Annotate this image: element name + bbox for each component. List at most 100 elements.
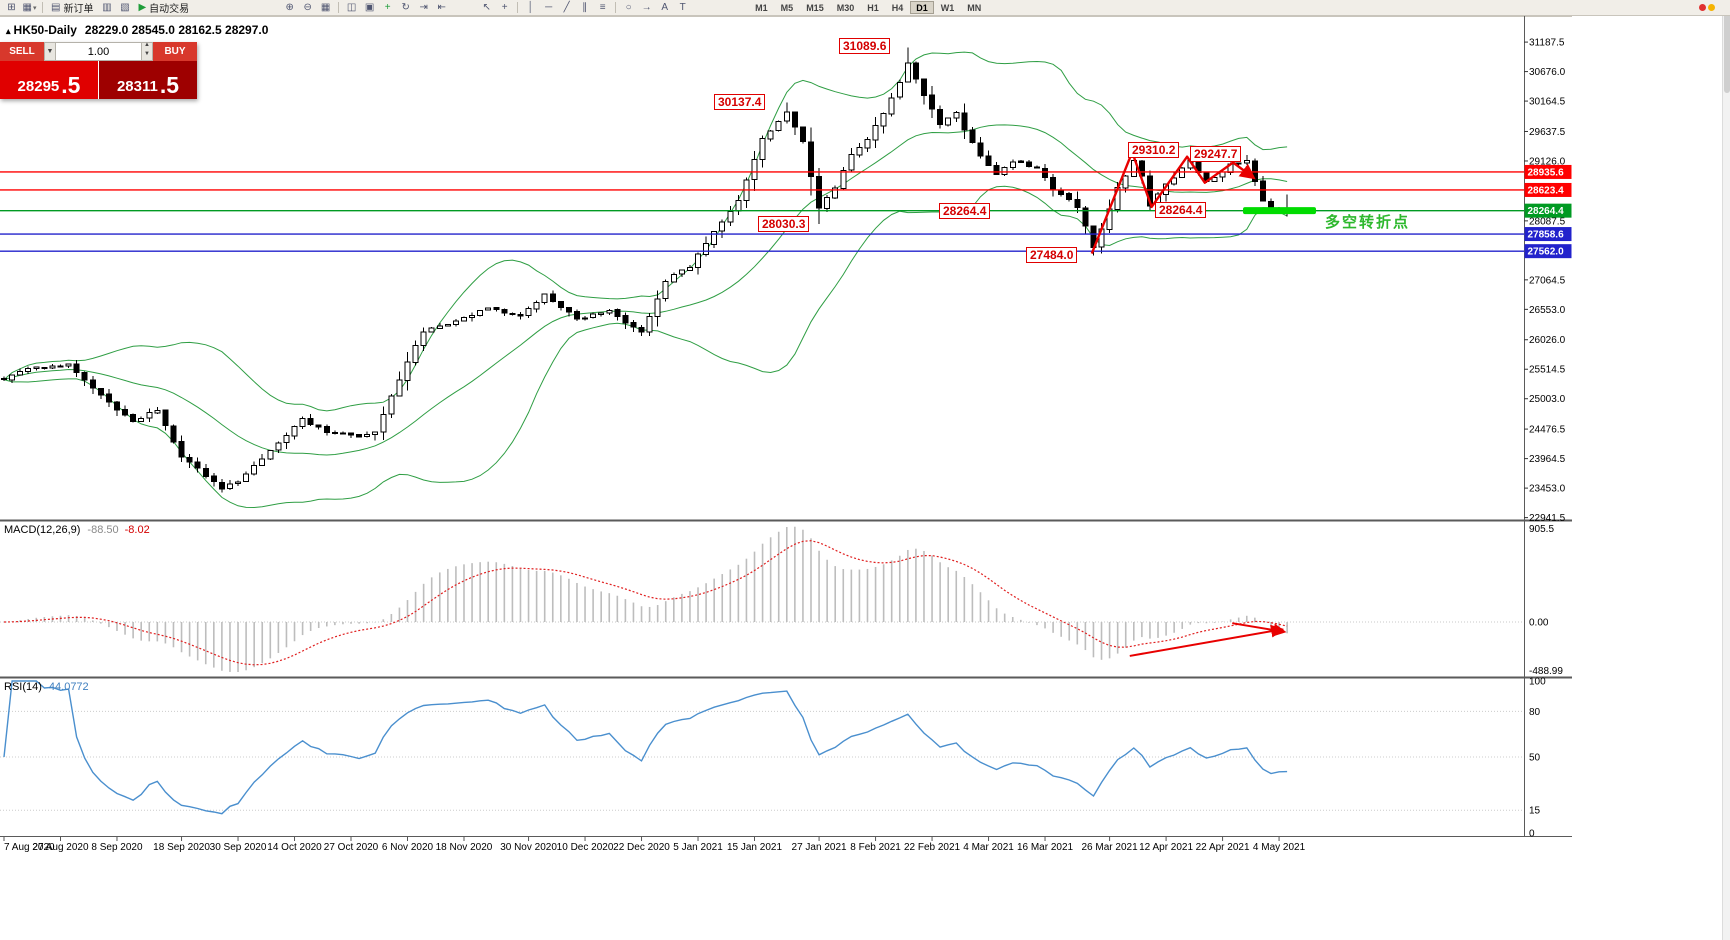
svg-text:27858.6: 27858.6 [1528, 230, 1565, 241]
tf-m5-button[interactable]: M5 [780, 3, 794, 13]
candle-body [573, 311, 580, 320]
support-zone-highlight[interactable] [1243, 207, 1316, 215]
buy-price-panel[interactable]: 28311.5 [99, 61, 197, 99]
date-label: 4 Mar 2021 [963, 842, 1014, 853]
add-indicator-icon[interactable]: + [379, 1, 396, 15]
rsi-label: RSI(14) 44.0772 [4, 681, 89, 693]
text-icon[interactable]: A [656, 1, 673, 15]
lot-dropdown-caret-icon[interactable]: ▼ [44, 42, 56, 61]
tf-m15-button[interactable]: M15 [806, 3, 824, 13]
candle-body [436, 325, 443, 329]
scrollbar-thumb[interactable] [1724, 3, 1730, 93]
ohlc-values: 28229.0 28545.0 28162.5 28297.0 [84, 23, 269, 37]
price-callout[interactable]: 28030.3 [758, 216, 810, 232]
one-click-trading-widget[interactable]: SELL ▼ 1.00 ▲ ▼ BUY 28295.5 28311.5 [0, 42, 197, 99]
horizontal-line-icon[interactable]: ─ [540, 1, 557, 15]
tf-h1-button[interactable]: H1 [867, 3, 879, 13]
lot-size-input[interactable]: 1.00 [56, 42, 141, 61]
trendline-icon[interactable]: ╱ [558, 1, 575, 15]
tile-windows-icon[interactable]: ◫ [343, 1, 360, 15]
candle-body [291, 426, 298, 437]
vertical-scrollbar[interactable] [1722, 0, 1730, 940]
new-chart-icon[interactable]: ⊞ [3, 1, 20, 15]
tf-m30-button[interactable]: M30 [836, 3, 855, 13]
panel-borders [0, 16, 1572, 837]
price-callout[interactable]: 30137.4 [714, 94, 766, 110]
macd-trend-arrow[interactable] [1129, 624, 1285, 657]
rsi-name: RSI(14) [4, 681, 42, 693]
refresh-icon[interactable]: ↻ [397, 1, 414, 15]
tf-h4-button[interactable]: H4 [891, 3, 904, 13]
candle-body [315, 424, 322, 428]
chart-shift-icon[interactable]: ⇤ [433, 1, 450, 15]
tf-d1-button[interactable]: D1 [910, 1, 934, 14]
price-tick-label: 24476.5 [1529, 425, 1566, 436]
price-callout[interactable]: 28264.4 [939, 203, 991, 219]
new-order-button[interactable]: ▤ 新订单 [47, 1, 97, 15]
candle-body [856, 147, 863, 156]
candle-body [283, 435, 290, 443]
fibonacci-icon[interactable]: ≡ [594, 1, 611, 15]
candle-body [1235, 162, 1242, 165]
axis-badge: 27562.0 [1524, 244, 1572, 259]
sell-price-panel[interactable]: 28295.5 [0, 61, 98, 99]
profiles-icon[interactable]: ▦ ▾ [21, 1, 38, 15]
macd-trend-arrow[interactable] [1232, 622, 1287, 637]
candle-body [541, 293, 548, 303]
channel-icon: ∥ [582, 2, 588, 13]
cascade-windows-icon[interactable]: ▣ [361, 1, 378, 15]
candle-body [1001, 166, 1008, 176]
text-label-icon[interactable]: T [674, 1, 691, 15]
candle-body [1009, 161, 1016, 168]
cursor-icon[interactable]: ↖ [478, 1, 495, 15]
lot-up-icon[interactable]: ▲ [144, 42, 150, 48]
candle-body [646, 315, 653, 333]
candle-body [638, 326, 645, 333]
price-callout[interactable]: 28264.4 [1155, 202, 1207, 218]
crosshair-icon[interactable]: + [496, 1, 513, 15]
symbol-period-label: HK50-Daily [13, 23, 77, 37]
zoom-out-icon[interactable]: ⊖ [299, 1, 316, 15]
terminal-icon[interactable]: ▥ [98, 1, 115, 15]
zoom-in-icon[interactable]: ⊕ [281, 1, 298, 15]
cascade-windows-icon: ▣ [364, 2, 375, 13]
candle-body [920, 78, 927, 96]
candle-body [582, 317, 589, 320]
price-tick-label: 26553.0 [1529, 305, 1566, 316]
sell-button[interactable]: SELL [0, 42, 44, 61]
shapes-icon[interactable]: ○ [620, 1, 637, 15]
channel-icon[interactable]: ∥ [576, 1, 593, 15]
candle-body [1050, 176, 1057, 191]
vertical-line-icon[interactable]: │ [522, 1, 539, 15]
new-order-icon: ▤ [51, 2, 61, 13]
buy-button[interactable]: BUY [153, 42, 197, 61]
candle-body [97, 387, 104, 396]
candle-body [1211, 177, 1218, 182]
axis-badge: 28264.4 [1524, 203, 1572, 218]
new-chart-icon: ⊞ [7, 2, 16, 13]
candle-body [1058, 190, 1065, 195]
date-label: 30 Sep 2020 [210, 842, 267, 853]
tf-w1-button[interactable]: W1 [940, 3, 955, 13]
tf-mn-button[interactable]: MN [967, 3, 982, 13]
lot-down-icon[interactable]: ▼ [144, 50, 150, 57]
price-callout[interactable]: 27484.0 [1026, 247, 1078, 263]
price-callout[interactable]: 29247.7 [1190, 146, 1242, 162]
strategy-tester-icon[interactable]: ▧ [116, 1, 133, 15]
tf-m1-button[interactable]: M1 [755, 3, 768, 13]
price-callout[interactable]: 29310.2 [1128, 142, 1180, 158]
candle-body [1259, 180, 1266, 202]
autotrading-button[interactable]: ▶ 自动交易 [134, 1, 193, 15]
lot-stepper[interactable]: ▲ ▼ [141, 42, 153, 61]
arrows-icon[interactable]: → [638, 1, 655, 15]
rsi-tick-label: 50 [1529, 753, 1541, 764]
rsi-tick-label: 15 [1529, 806, 1541, 817]
candle-body [162, 409, 169, 427]
price-callout[interactable]: 31089.6 [839, 38, 891, 54]
macd-signal-value: -8.02 [124, 524, 150, 536]
auto-scroll-icon[interactable]: ⇥ [415, 1, 432, 15]
candle-body [759, 137, 766, 160]
grid-icon[interactable]: ▦ [317, 1, 334, 15]
